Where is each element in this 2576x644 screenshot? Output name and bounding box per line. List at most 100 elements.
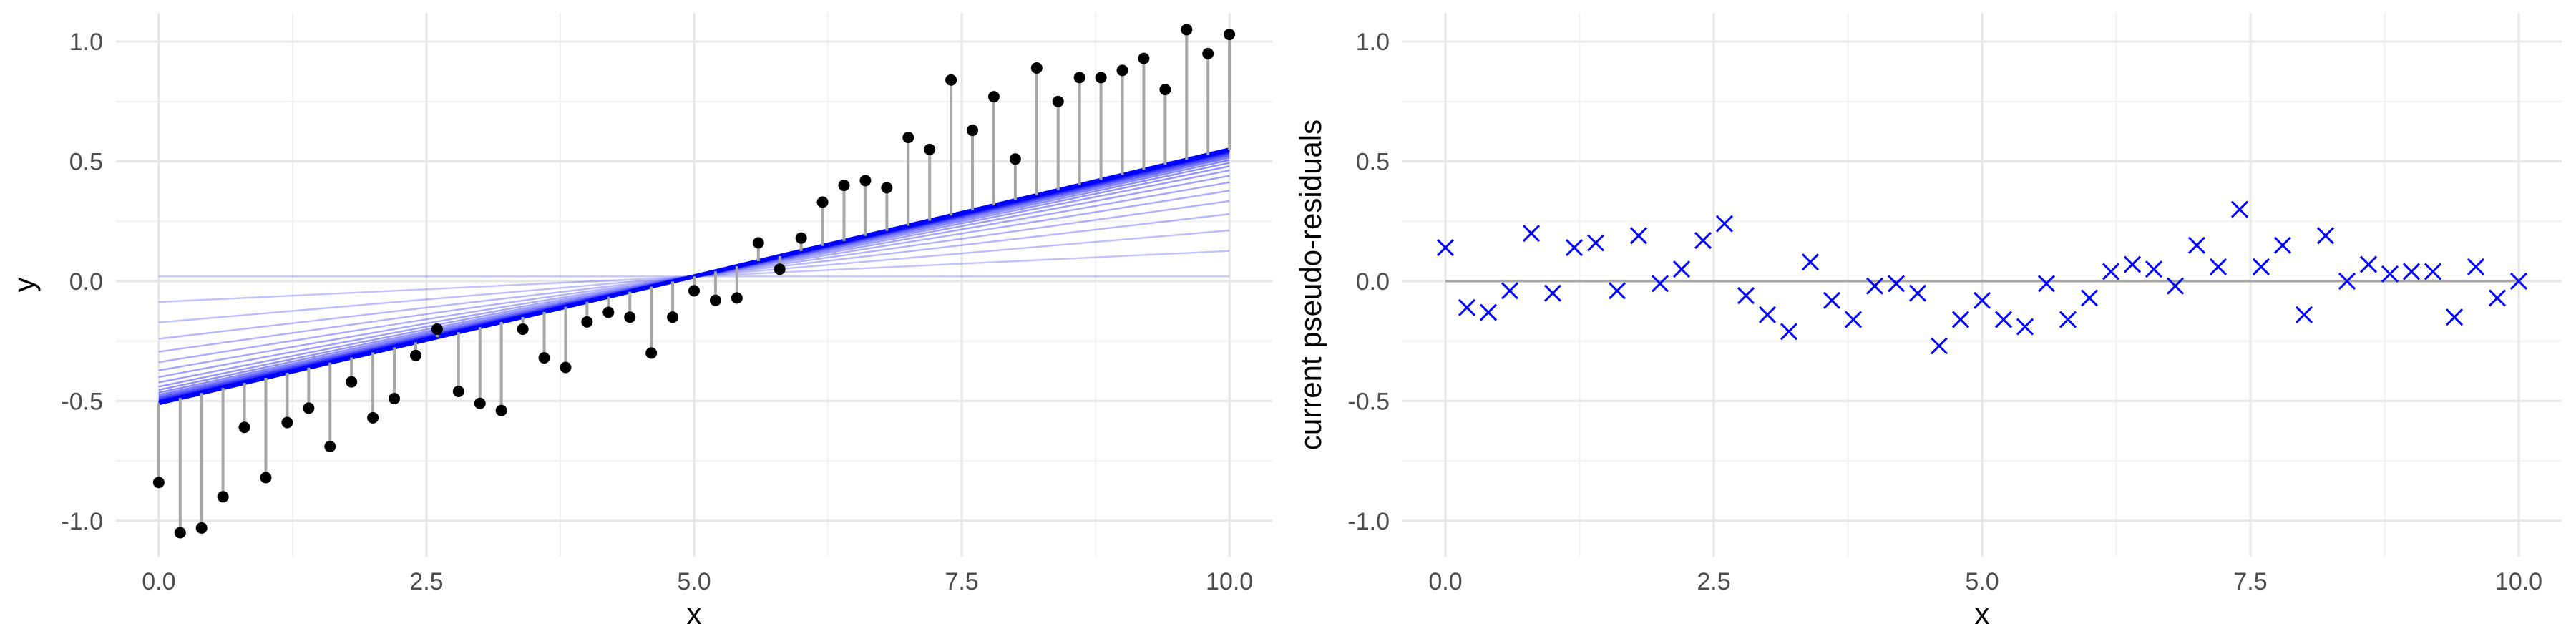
residual-point <box>2037 275 2056 293</box>
data-point <box>645 347 658 359</box>
data-point <box>517 323 529 335</box>
data-point <box>602 306 615 318</box>
x-tick-label: 10.0 <box>2495 568 2542 595</box>
data-point <box>152 477 165 489</box>
residual-point <box>1930 337 1948 355</box>
residual-point <box>1629 227 1648 245</box>
data-point <box>324 440 336 452</box>
x-tick-label: 7.5 <box>945 568 978 595</box>
y-tick-label: -1.0 <box>1347 508 1390 535</box>
y-tick-label: 0.0 <box>69 268 103 296</box>
residual-point <box>1801 253 1820 271</box>
residual-point <box>1458 298 1476 316</box>
x-tick-label: 0.0 <box>1428 568 1462 595</box>
y-tick-label: 1.0 <box>1356 29 1390 56</box>
data-point <box>774 263 786 275</box>
data-point <box>709 294 721 306</box>
residual-point <box>2467 258 2485 275</box>
data-point <box>409 349 421 361</box>
data-point <box>560 361 572 374</box>
data-point <box>1052 95 1064 107</box>
residual-point <box>2273 236 2292 254</box>
data-point <box>945 74 957 86</box>
residual-point <box>1780 323 1798 341</box>
data-point <box>1159 84 1171 96</box>
residual-point <box>2059 311 2077 328</box>
residual-point <box>1844 311 1863 328</box>
residual-point <box>1758 306 1777 323</box>
residual-point <box>1651 275 1669 293</box>
data-point <box>752 237 764 249</box>
residual-point <box>1737 287 1755 305</box>
data-point <box>367 411 379 424</box>
residual-point <box>1501 282 1519 300</box>
data-point <box>1116 64 1128 77</box>
residual-point <box>1672 260 1691 278</box>
data-point <box>1138 52 1150 64</box>
data-point <box>1073 72 1085 84</box>
data-point <box>624 311 636 323</box>
residual-point <box>2402 263 2421 280</box>
data-point <box>217 491 229 503</box>
residual-point <box>2424 263 2442 280</box>
residual-point <box>1694 232 1712 250</box>
data-point <box>281 416 293 429</box>
residual-point <box>2252 258 2270 275</box>
data-point <box>1181 24 1193 36</box>
residual-point <box>2123 255 2142 273</box>
data-point <box>260 472 272 484</box>
residual-point <box>2316 227 2335 245</box>
data-point <box>731 292 743 304</box>
residual-point <box>1823 291 1841 309</box>
data-point <box>389 393 401 405</box>
residual-point <box>1608 282 1626 300</box>
y-tick-label: -0.5 <box>61 388 103 415</box>
data-point <box>346 376 358 388</box>
data-point <box>195 522 208 534</box>
residual-point <box>1586 234 1605 252</box>
data-point <box>238 421 250 434</box>
data-point <box>859 175 872 187</box>
data-point <box>431 323 443 335</box>
data-point <box>1095 72 1107 84</box>
residual-point <box>2295 306 2313 323</box>
x-tick-label: 2.5 <box>1697 568 1730 595</box>
residual-point <box>2509 272 2528 291</box>
residual-point <box>2016 318 2034 336</box>
data-point <box>1009 153 1021 165</box>
fit-panel: 0.0 2.5 5.0 7.5 10.0 -1.0 -0.5 0.0 0.5 1.0 x y <box>7 13 1272 630</box>
data-point <box>967 125 979 137</box>
data-point <box>902 132 914 144</box>
x-axis-title: x <box>1975 597 1990 630</box>
y-tick-label: 0.5 <box>69 149 103 176</box>
residual-point <box>2359 255 2378 273</box>
data-point <box>452 385 464 397</box>
data-point <box>303 402 315 414</box>
residual-point <box>1715 215 1734 233</box>
x-tick-label: 2.5 <box>409 568 443 595</box>
residual-point <box>2209 258 2228 275</box>
residual-point <box>1565 239 1584 257</box>
x-tick-label: 5.0 <box>1965 568 1999 595</box>
residual-point <box>1994 311 2013 328</box>
residual-point <box>1887 275 1906 293</box>
data-point <box>474 397 486 409</box>
residual-point <box>2230 200 2249 218</box>
y-tick-label: -1.0 <box>61 508 103 535</box>
residual-point <box>1479 303 1498 321</box>
y-axis-title: y <box>7 278 41 293</box>
x-tick-label: 10.0 <box>1206 568 1253 595</box>
x-tick-label: 5.0 <box>677 568 711 595</box>
x-tick-label: 0.0 <box>142 568 175 595</box>
data-point <box>987 91 1000 103</box>
residuals-panel: 0.0 2.5 5.0 7.5 10.0 -1.0 -0.5 0.0 0.5 1.0 x curren… <box>1294 13 2562 630</box>
data-point <box>1202 47 1214 59</box>
residual-point <box>2338 272 2356 291</box>
residual-point <box>2488 289 2507 307</box>
data-point <box>795 232 807 244</box>
x-tick-label: 7.5 <box>2233 568 2267 595</box>
data-point <box>881 182 893 194</box>
data-point <box>816 196 829 208</box>
x-axis-title: x <box>687 597 702 630</box>
